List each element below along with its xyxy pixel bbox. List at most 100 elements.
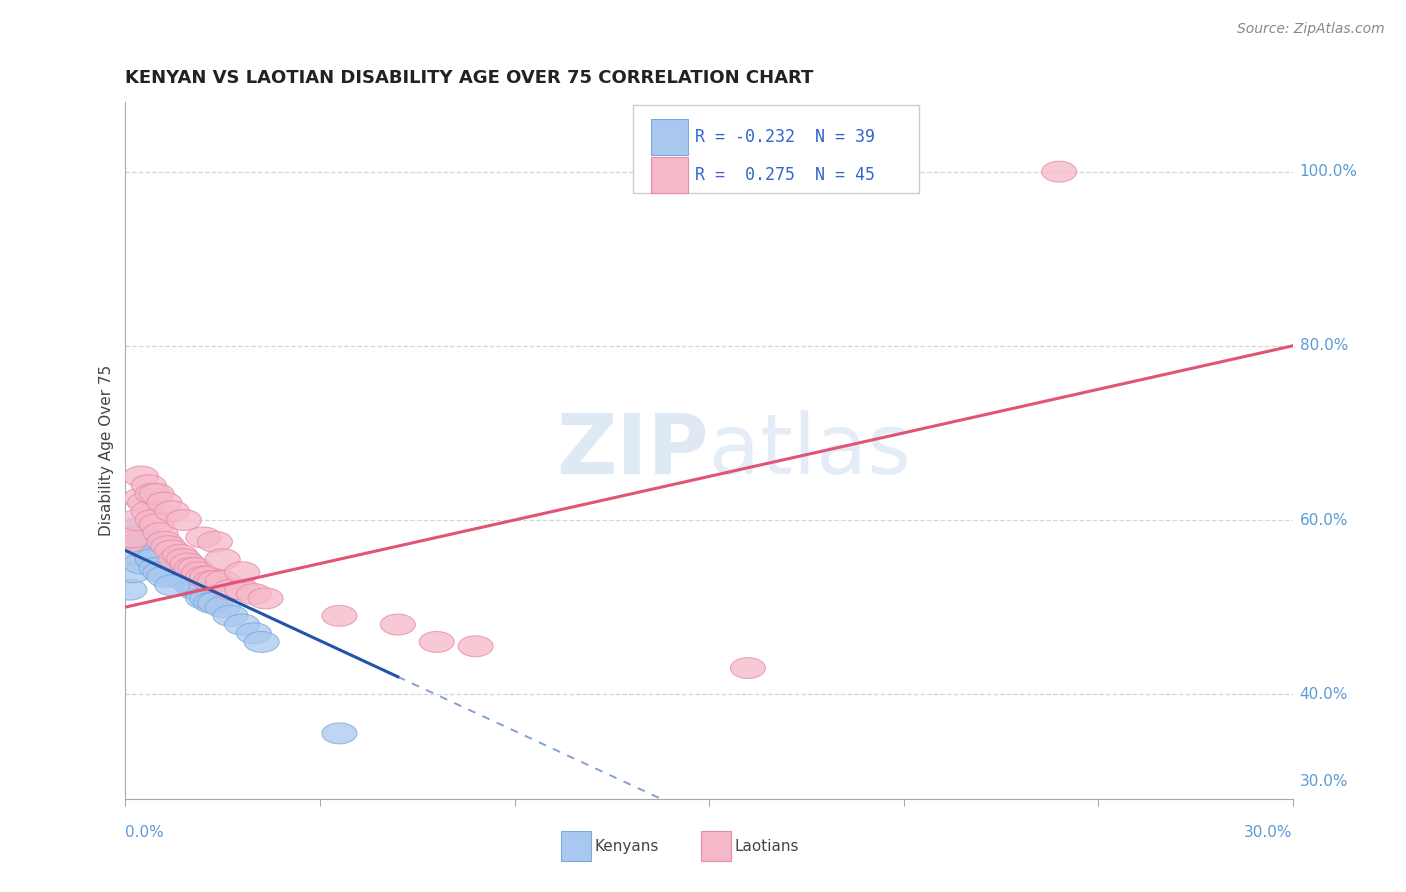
Ellipse shape [150, 558, 186, 578]
Ellipse shape [143, 523, 179, 543]
Text: 80.0%: 80.0% [1299, 338, 1348, 353]
Ellipse shape [179, 558, 212, 578]
Ellipse shape [205, 597, 240, 617]
Ellipse shape [115, 527, 150, 548]
Ellipse shape [155, 566, 190, 587]
Ellipse shape [146, 562, 181, 582]
Ellipse shape [166, 549, 201, 570]
Ellipse shape [186, 588, 221, 609]
Text: 40.0%: 40.0% [1299, 687, 1348, 702]
Ellipse shape [135, 540, 170, 561]
Ellipse shape [159, 558, 194, 578]
Ellipse shape [247, 588, 283, 609]
Ellipse shape [458, 636, 494, 657]
Ellipse shape [139, 558, 174, 578]
Ellipse shape [322, 723, 357, 744]
Ellipse shape [179, 579, 212, 600]
Ellipse shape [225, 562, 260, 582]
Ellipse shape [131, 540, 166, 561]
Ellipse shape [236, 623, 271, 644]
Ellipse shape [197, 571, 232, 591]
Ellipse shape [128, 532, 163, 552]
Ellipse shape [225, 614, 260, 635]
Ellipse shape [139, 544, 174, 566]
Ellipse shape [205, 549, 240, 570]
Text: Source: ZipAtlas.com: Source: ZipAtlas.com [1237, 22, 1385, 37]
Ellipse shape [236, 583, 271, 605]
Ellipse shape [197, 532, 232, 552]
Ellipse shape [135, 483, 170, 504]
Ellipse shape [212, 606, 247, 626]
Ellipse shape [190, 566, 225, 587]
Ellipse shape [128, 527, 163, 548]
Ellipse shape [225, 579, 260, 600]
Text: Laotians: Laotians [735, 838, 799, 854]
Ellipse shape [181, 579, 217, 600]
Ellipse shape [150, 536, 186, 557]
Ellipse shape [163, 566, 197, 587]
Ellipse shape [146, 566, 181, 587]
Text: 60.0%: 60.0% [1299, 513, 1348, 527]
FancyBboxPatch shape [700, 831, 731, 861]
Ellipse shape [112, 532, 146, 552]
Ellipse shape [322, 606, 357, 626]
Ellipse shape [174, 558, 209, 578]
Ellipse shape [124, 466, 159, 487]
Ellipse shape [186, 527, 221, 548]
Ellipse shape [135, 509, 170, 531]
Ellipse shape [166, 562, 201, 582]
Ellipse shape [124, 532, 159, 552]
Ellipse shape [170, 553, 205, 574]
Ellipse shape [245, 632, 280, 652]
Ellipse shape [205, 571, 240, 591]
Ellipse shape [120, 544, 155, 566]
Ellipse shape [124, 553, 159, 574]
Ellipse shape [120, 509, 155, 531]
Text: 100.0%: 100.0% [1299, 164, 1358, 179]
Ellipse shape [194, 592, 229, 613]
Ellipse shape [419, 632, 454, 652]
Ellipse shape [124, 488, 159, 508]
Ellipse shape [143, 562, 179, 582]
Text: atlas: atlas [709, 409, 911, 491]
FancyBboxPatch shape [561, 831, 591, 861]
Ellipse shape [131, 500, 166, 522]
Ellipse shape [181, 562, 217, 582]
Ellipse shape [115, 562, 150, 582]
Ellipse shape [186, 566, 221, 587]
Text: 0.0%: 0.0% [125, 825, 165, 840]
Ellipse shape [143, 553, 179, 574]
Text: R =  0.275  N = 45: R = 0.275 N = 45 [695, 166, 875, 184]
Ellipse shape [146, 492, 181, 513]
Ellipse shape [174, 574, 209, 596]
Ellipse shape [731, 657, 765, 679]
Ellipse shape [212, 579, 247, 600]
Ellipse shape [120, 518, 155, 539]
Ellipse shape [170, 571, 205, 591]
Ellipse shape [194, 571, 229, 591]
Text: 30.0%: 30.0% [1244, 825, 1292, 840]
Ellipse shape [112, 579, 146, 600]
Ellipse shape [197, 592, 232, 613]
Ellipse shape [190, 588, 225, 609]
Ellipse shape [128, 492, 163, 513]
Ellipse shape [163, 544, 197, 566]
Text: ZIP: ZIP [557, 409, 709, 491]
Ellipse shape [139, 514, 174, 535]
Ellipse shape [166, 509, 201, 531]
Text: Kenyans: Kenyans [595, 838, 659, 854]
Ellipse shape [135, 549, 170, 570]
Ellipse shape [155, 540, 190, 561]
FancyBboxPatch shape [651, 156, 688, 193]
Y-axis label: Disability Age Over 75: Disability Age Over 75 [100, 365, 114, 536]
Ellipse shape [139, 483, 174, 504]
Ellipse shape [146, 532, 181, 552]
Ellipse shape [1042, 161, 1077, 182]
Ellipse shape [131, 536, 166, 557]
FancyBboxPatch shape [651, 119, 688, 155]
Ellipse shape [159, 549, 194, 570]
Text: 30.0%: 30.0% [1299, 773, 1348, 789]
Ellipse shape [155, 574, 190, 596]
Ellipse shape [380, 614, 415, 635]
Ellipse shape [155, 500, 190, 522]
